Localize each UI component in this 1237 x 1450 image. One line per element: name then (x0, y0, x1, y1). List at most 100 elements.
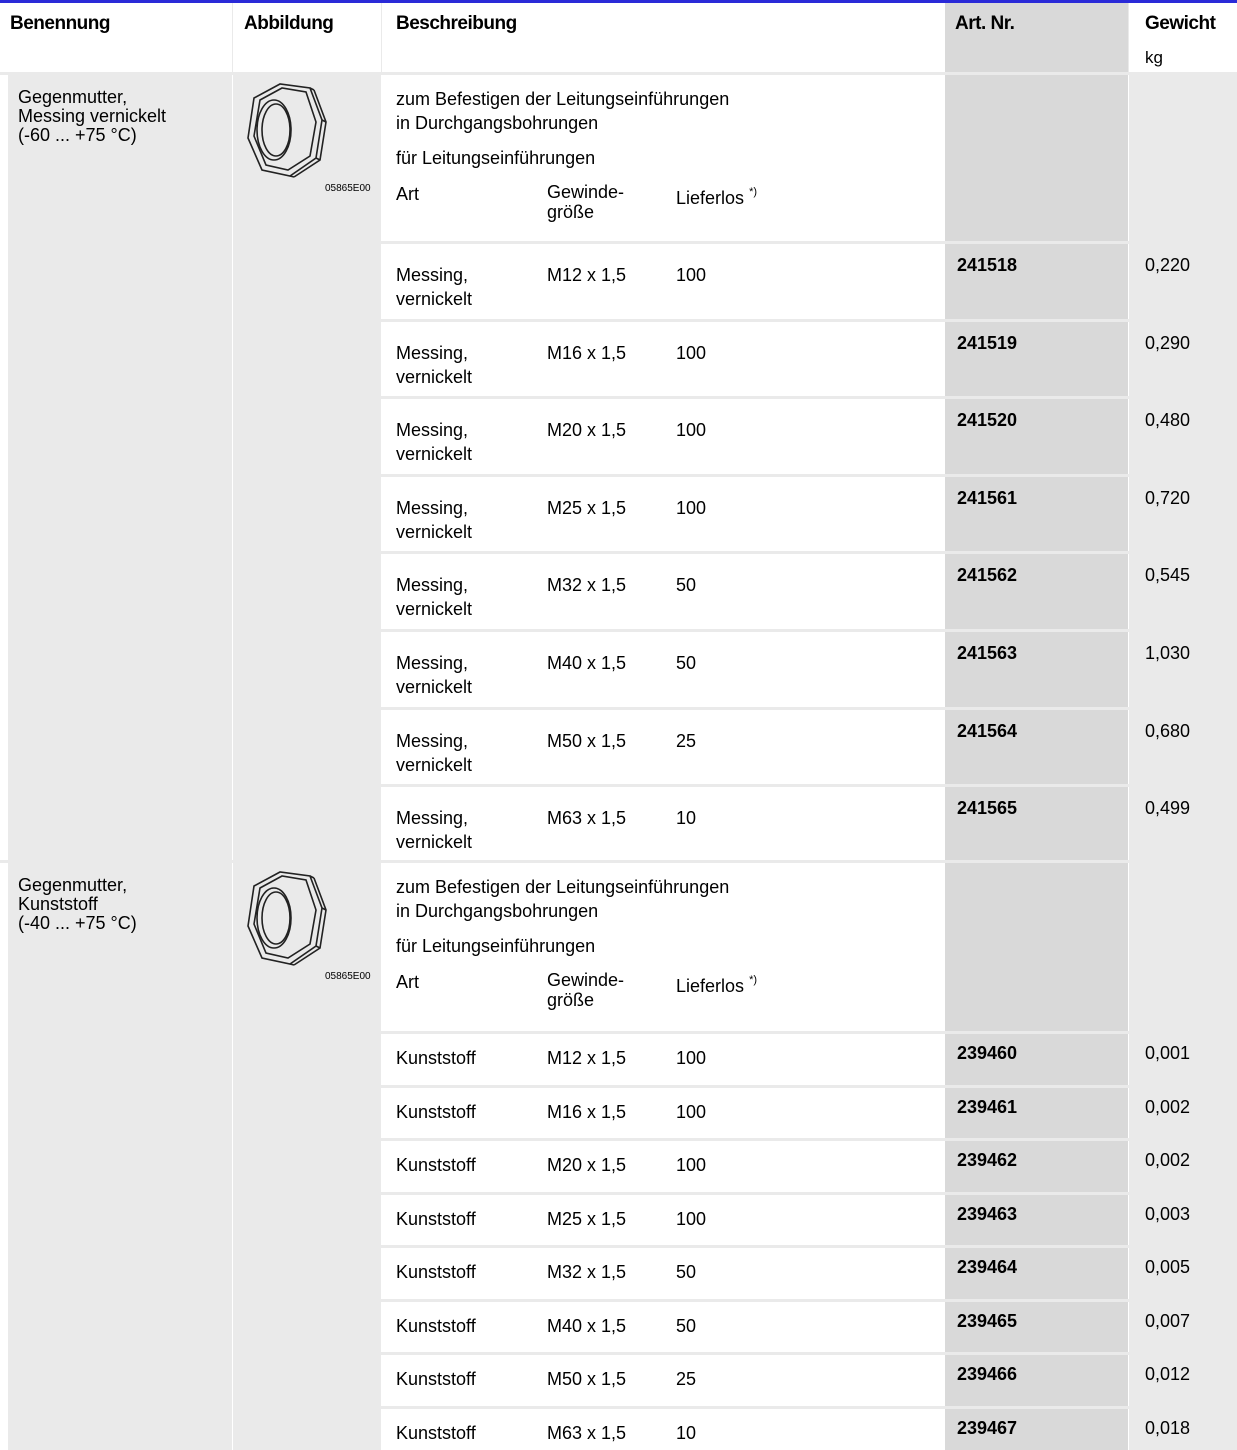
cell-artnr: 239466 (957, 1364, 1018, 1384)
cell-lieferlos: 10 (676, 1423, 697, 1443)
cell-gewinde: M16 x 1,5 (547, 343, 627, 363)
cell-art: Messing, (396, 498, 469, 518)
section-name-line: Messing vernickelt (18, 106, 167, 126)
cell-lieferlos: 10 (676, 808, 697, 828)
cell-weight: 0,007 (1145, 1311, 1191, 1331)
row-divider (381, 707, 1237, 710)
header-artnr: Art. Nr. (955, 13, 1015, 34)
cell-artnr: 241563 (957, 643, 1018, 663)
row-divider (381, 319, 1237, 322)
cell-lieferlos: 50 (676, 1262, 697, 1282)
row-divider (381, 1406, 1237, 1409)
cell-art: vernickelt (396, 599, 473, 619)
cell-art: Messing, (396, 343, 469, 363)
row-divider (381, 1299, 1237, 1302)
section-name-line: Kunststoff (18, 894, 98, 914)
cell-lieferlos: 100 (676, 498, 707, 518)
cell-lieferlos: 50 (676, 653, 697, 673)
subheader-lieferlos: Lieferlos *) (676, 186, 758, 208)
table-header (0, 3, 1237, 73)
section-name-line: Gegenmutter, (18, 875, 128, 895)
row-divider (381, 474, 1237, 477)
cell-gewinde: M63 x 1,5 (547, 1423, 627, 1443)
row-divider (381, 1138, 1237, 1141)
cell-lieferlos: 25 (676, 1369, 697, 1389)
description-line: zum Befestigen der Leitungseinführungen (396, 877, 730, 897)
cell-gewinde: M40 x 1,5 (547, 653, 627, 673)
cell-gewinde: M20 x 1,5 (547, 420, 627, 440)
cell-weight: 0,680 (1145, 721, 1191, 741)
lock-nut-illustration (247, 83, 327, 178)
description-column (382, 75, 945, 1450)
cell-artnr: 241520 (957, 410, 1018, 430)
cell-lieferlos: 50 (676, 1316, 697, 1336)
cell-art: Messing, (396, 575, 469, 595)
cell-art: vernickelt (396, 289, 473, 309)
subheader-gewinde: Gewinde- (547, 182, 625, 202)
cell-gewinde: M12 x 1,5 (547, 1048, 627, 1068)
cell-gewinde: M32 x 1,5 (547, 575, 627, 595)
header-abbildung: Abbildung (244, 13, 334, 34)
column-shade-name (8, 3, 232, 1450)
cell-art: Messing, (396, 265, 469, 285)
cell-lieferlos: 100 (676, 1209, 707, 1229)
header-gewicht: Gewicht (1145, 13, 1216, 34)
subheader-lieferlos: Lieferlos *) (676, 974, 758, 996)
section-name-line: (-40 ... +75 °C) (18, 913, 137, 933)
subheader-art: Art (396, 184, 420, 204)
cell-weight: 0,003 (1145, 1204, 1191, 1224)
column-shade-weight (1129, 3, 1237, 1450)
row-divider (381, 1192, 1237, 1195)
section-name-line: Gegenmutter, (18, 87, 128, 107)
cell-artnr: 239461 (957, 1097, 1018, 1117)
cell-art: Messing, (396, 731, 469, 751)
cell-gewinde: M12 x 1,5 (547, 265, 627, 285)
cell-lieferlos: 25 (676, 731, 697, 751)
top-rule (0, 0, 1237, 3)
subheader-gewinde: größe (547, 202, 595, 222)
cell-weight: 0,001 (1145, 1043, 1191, 1063)
cell-art: vernickelt (396, 522, 473, 542)
header-benennung: Benennung (10, 13, 111, 34)
cell-art: Kunststoff (396, 1423, 476, 1443)
cell-art: vernickelt (396, 444, 473, 464)
cell-artnr: 239462 (957, 1150, 1018, 1170)
cell-artnr: 241562 (957, 565, 1018, 585)
description-line: in Durchgangsbohrungen (396, 113, 599, 133)
cell-weight: 0,012 (1145, 1364, 1191, 1384)
cell-lieferlos: 100 (676, 1155, 707, 1175)
cell-weight: 0,545 (1145, 565, 1191, 585)
cell-artnr: 239467 (957, 1418, 1018, 1438)
row-divider (381, 629, 1237, 632)
header-gewicht-unit: kg (1145, 48, 1163, 67)
section-divider (0, 860, 1237, 863)
cell-art: Kunststoff (396, 1155, 476, 1175)
cell-art: Messing, (396, 420, 469, 440)
cell-artnr: 241519 (957, 333, 1018, 353)
cell-gewinde: M25 x 1,5 (547, 1209, 627, 1229)
cell-weight: 0,499 (1145, 798, 1191, 818)
cell-weight: 0,290 (1145, 333, 1191, 353)
header-beschreibung: Beschreibung (396, 13, 517, 34)
cell-weight: 0,480 (1145, 410, 1191, 430)
cell-lieferlos: 100 (676, 1102, 707, 1122)
section-name-line: (-60 ... +75 °C) (18, 125, 137, 145)
cell-lieferlos: 50 (676, 575, 697, 595)
cell-art: Kunststoff (396, 1262, 476, 1282)
header-divider (0, 72, 1237, 75)
cell-weight: 0,002 (1145, 1150, 1191, 1170)
row-divider (381, 396, 1237, 399)
cell-lieferlos: 100 (676, 420, 707, 440)
cell-weight: 0,005 (1145, 1257, 1191, 1277)
subheader-gewinde: größe (547, 990, 595, 1010)
cell-art: vernickelt (396, 832, 473, 852)
cell-artnr: 239464 (957, 1257, 1018, 1277)
image-code: 05865E00 (325, 183, 371, 194)
cell-lieferlos: 100 (676, 343, 707, 363)
subheader-gewinde: Gewinde- (547, 970, 625, 990)
cell-artnr: 241564 (957, 721, 1018, 741)
description-line: in Durchgangsbohrungen (396, 901, 599, 921)
cell-art: Kunststoff (396, 1369, 476, 1389)
column-shade-artnr (945, 3, 1128, 1450)
subheader-art: Art (396, 972, 420, 992)
